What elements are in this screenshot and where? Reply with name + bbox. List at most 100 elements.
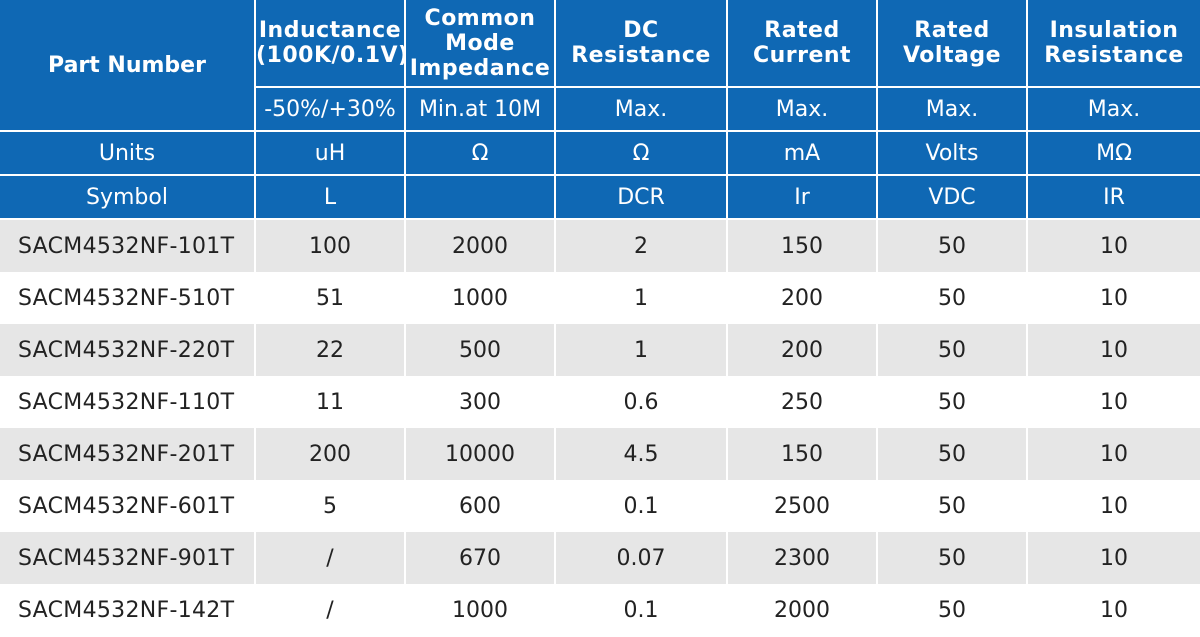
header-common-mode-impedance: Common Mode Impedance [405,0,556,88]
part-number-cell: SACM4532NF-901T [0,532,256,584]
header-inductance-line-2: (100K/0.1V) [256,43,405,68]
header-row-names: Part Number Inductance (100K/0.1V) Commo… [0,0,1200,132]
rated-current-cell: 250 [727,376,878,428]
table-row: SACM4532NF-201T 200 10000 4.5 150 50 10 [0,428,1200,480]
symbol-inductance: L [255,175,406,220]
rated-current-cell: 150 [727,219,878,272]
inductance-cell: 51 [255,272,406,324]
inductance-cell: 22 [255,324,406,376]
rated-current-cell: 2500 [727,480,878,532]
insulation-cell: 10 [1027,584,1200,636]
header-dcr-line-2: Resistance [571,43,711,68]
unit-rated-current: mA [727,131,878,176]
dc-resistance-cell: 0.07 [555,532,728,584]
insulation-cell: 10 [1027,428,1200,480]
table-row: SACM4532NF-901T / 670 0.07 2300 50 10 [0,532,1200,584]
rated-voltage-cell: 50 [877,480,1028,532]
part-number-cell: SACM4532NF-220T [0,324,256,376]
tolerance-inductance: -50%/+30% [255,87,406,132]
dc-resistance-cell: 0.6 [555,376,728,428]
inductance-cell: 5 [255,480,406,532]
impedance-cell: 2000 [405,219,556,272]
rated-current-cell: 2300 [727,532,878,584]
tolerance-insulation: Max. [1027,87,1200,132]
impedance-cell: 1000 [405,584,556,636]
symbol-dc-resistance: DCR [555,175,728,220]
header-inductance-line-1: Inductance [258,18,402,43]
table-row: SACM4532NF-601T 5 600 0.1 2500 50 10 [0,480,1200,532]
part-number-cell: SACM4532NF-201T [0,428,256,480]
header-cmi-line-1: Common [424,5,536,31]
dc-resistance-cell: 1 [555,272,728,324]
header-insulation-resistance: Insulation Resistance [1027,0,1200,88]
impedance-cell: 10000 [405,428,556,480]
symbol-rated-voltage: VDC [877,175,1028,220]
units-label: Units [0,131,256,176]
symbol-label: Symbol [0,175,256,220]
rated-current-cell: 200 [727,272,878,324]
unit-insulation: MΩ [1027,131,1200,176]
tolerance-impedance: Min.at 10M [405,87,556,132]
header-rc-line-1: Rated [764,18,840,43]
tolerance-rated-current: Max. [727,87,878,132]
dc-resistance-cell: 2 [555,219,728,272]
impedance-cell: 500 [405,324,556,376]
inductance-cell: 11 [255,376,406,428]
rated-voltage-cell: 50 [877,272,1028,324]
dc-resistance-cell: 1 [555,324,728,376]
unit-dc-resistance: Ω [555,131,728,176]
header-rv-line-2: Voltage [902,43,1001,68]
part-number-cell: SACM4532NF-510T [0,272,256,324]
dc-resistance-cell: 0.1 [555,480,728,532]
header-row-tolerance: -50%/+30% Min.at 10M Max. Max. Max. Max. [0,87,1200,132]
insulation-cell: 10 [1027,272,1200,324]
symbol-impedance [405,175,556,220]
rated-voltage-cell: 50 [877,376,1028,428]
header-ir-line-2: Resistance [1044,43,1184,68]
inductance-cell: 100 [255,219,406,272]
part-number-cell: SACM4532NF-101T [0,219,256,272]
impedance-cell: 670 [405,532,556,584]
part-number-cell: SACM4532NF-142T [0,584,256,636]
rated-voltage-cell: 50 [877,428,1028,480]
header-rated-current: Rated Current [727,0,878,88]
part-number-cell: SACM4532NF-601T [0,480,256,532]
table-row: SACM4532NF-510T 51 1000 1 200 50 10 [0,272,1200,324]
insulation-cell: 10 [1027,376,1200,428]
unit-impedance: Ω [405,131,556,176]
table-row: SACM4532NF-101T 100 2000 2 150 50 10 [0,219,1200,272]
dc-resistance-cell: 0.1 [555,584,728,636]
header-rated-voltage: Rated Voltage [877,0,1028,88]
rated-current-cell: 200 [727,324,878,376]
rated-current-cell: 2000 [727,584,878,636]
header-row-symbols: Symbol L DCR Ir VDC IR [0,175,1200,220]
symbol-rated-current: Ir [727,175,878,220]
inductance-cell: / [255,532,406,584]
impedance-cell: 300 [405,376,556,428]
rated-voltage-cell: 50 [877,532,1028,584]
rated-voltage-cell: 50 [877,584,1028,636]
symbol-insulation: IR [1027,175,1200,220]
header-rv-line-1: Rated [914,18,990,43]
table-row: SACM4532NF-220T 22 500 1 200 50 10 [0,324,1200,376]
header-dcr-line-1: DC [623,18,659,43]
rated-voltage-cell: 50 [877,324,1028,376]
insulation-cell: 10 [1027,480,1200,532]
rated-voltage-cell: 50 [877,219,1028,272]
insulation-cell: 10 [1027,219,1200,272]
unit-inductance: uH [255,131,406,176]
dc-resistance-cell: 4.5 [555,428,728,480]
inductance-cell: / [255,584,406,636]
rated-current-cell: 150 [727,428,878,480]
unit-rated-voltage: Volts [877,131,1028,176]
inductance-cell: 200 [255,428,406,480]
insulation-cell: 10 [1027,324,1200,376]
table-row: SACM4532NF-110T 11 300 0.6 250 50 10 [0,376,1200,428]
header-part-number: Part Number [0,0,256,132]
header-inductance: Inductance (100K/0.1V) [255,0,406,88]
header-row-units: Units uH Ω Ω mA Volts MΩ [0,131,1200,176]
insulation-cell: 10 [1027,532,1200,584]
header-cmi-line-3: Impedance [409,55,551,81]
tolerance-rated-voltage: Max. [877,87,1028,132]
